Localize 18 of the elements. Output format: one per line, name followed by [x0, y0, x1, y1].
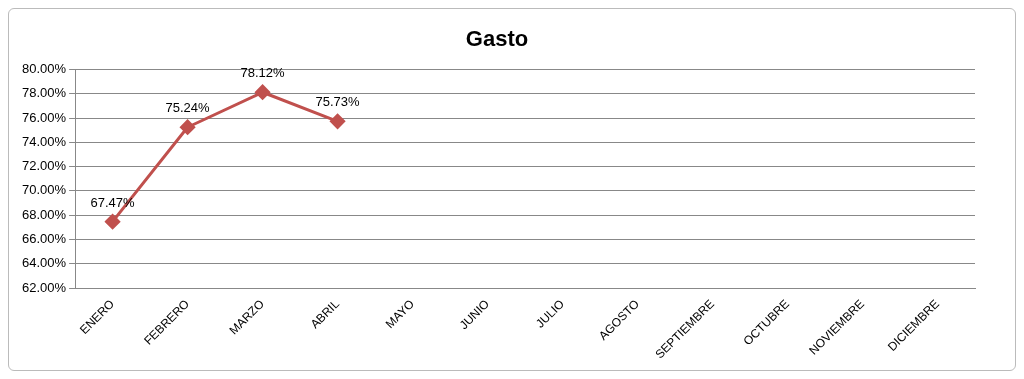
y-tick-label: 78.00% [22, 85, 67, 101]
y-tick-label: 66.00% [22, 231, 67, 247]
data-label: 75.24% [165, 100, 211, 116]
point [180, 119, 196, 135]
point [105, 214, 121, 230]
point [330, 113, 346, 129]
y-tick-label: 70.00% [22, 182, 67, 198]
data-label: 78.12% [240, 65, 286, 81]
y-tick-label: 68.00% [22, 206, 67, 222]
data-label: 75.73% [315, 94, 361, 110]
point [255, 84, 271, 100]
y-tick-label: 74.00% [22, 133, 67, 149]
y-tick-label: 72.00% [22, 158, 67, 174]
chart-title: Gasto [465, 26, 529, 52]
y-tick-label: 62.00% [22, 279, 67, 295]
y-tick-label: 80.00% [22, 60, 67, 76]
y-tick-label: 64.00% [22, 255, 67, 271]
y-tick-label: 76.00% [22, 109, 67, 125]
